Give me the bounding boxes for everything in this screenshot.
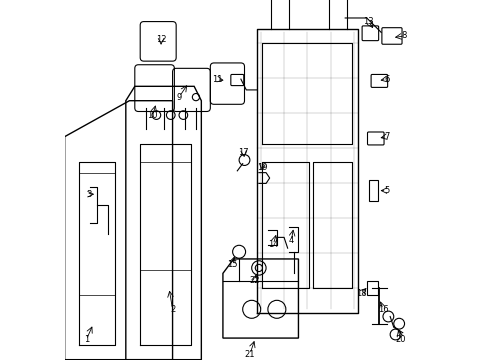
Text: 9: 9 — [176, 93, 182, 102]
Text: 11: 11 — [212, 75, 223, 84]
Text: 21: 21 — [244, 350, 255, 359]
Text: 1: 1 — [83, 336, 89, 345]
Text: 7: 7 — [383, 132, 388, 141]
Text: 16: 16 — [377, 305, 387, 314]
Text: 14: 14 — [267, 240, 278, 249]
Text: 12: 12 — [156, 35, 166, 44]
Text: 8: 8 — [401, 31, 407, 40]
Text: 20: 20 — [395, 336, 406, 345]
Text: 13: 13 — [363, 17, 373, 26]
Text: 10: 10 — [147, 111, 158, 120]
Text: 22: 22 — [249, 276, 259, 285]
Text: 6: 6 — [383, 75, 388, 84]
Text: 15: 15 — [226, 260, 237, 269]
Text: 19: 19 — [257, 163, 267, 172]
Text: 2: 2 — [170, 305, 175, 314]
Text: 3: 3 — [86, 190, 92, 199]
Text: 18: 18 — [355, 289, 366, 298]
Text: 17: 17 — [238, 148, 248, 157]
Text: 4: 4 — [288, 237, 293, 246]
Text: 5: 5 — [383, 186, 388, 195]
